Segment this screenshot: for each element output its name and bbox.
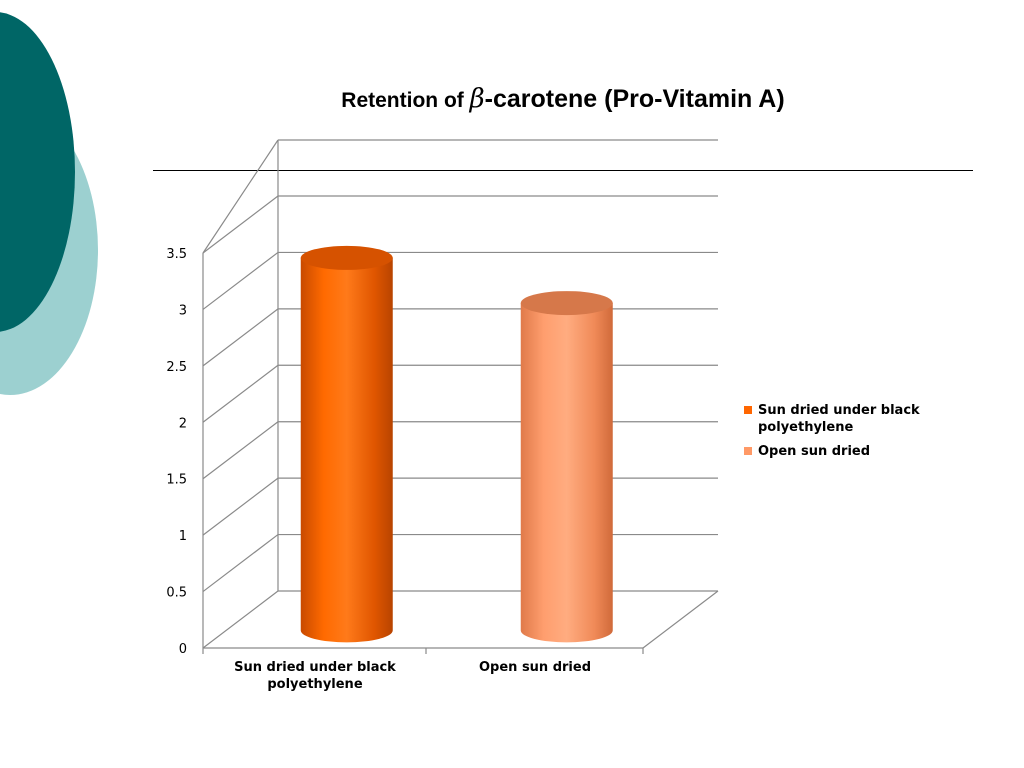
- y-tick-label: 1: [179, 529, 187, 544]
- gridline-side-3: [202, 421, 279, 480]
- x-tick-label-line: polyethylene: [267, 677, 362, 692]
- title-suffix: -carotene (Pro-Vitamin A): [484, 85, 785, 113]
- x-tick-label: Sun dried under black polyethylene: [234, 660, 396, 692]
- chart-bars: [300, 245, 613, 643]
- floor-right-edge: [642, 590, 719, 649]
- legend-label-series-1: Sun dried under black polyethylene: [758, 403, 920, 435]
- slide-title: Retention of β-carotene (Pro-Vitamin A): [150, 84, 976, 114]
- title-prefix: Retention of: [341, 89, 470, 112]
- title-underline: [153, 170, 973, 171]
- legend-item-series-2: Open sun dried: [744, 443, 974, 460]
- gridline-side-5: [202, 308, 279, 367]
- chart-axes: [202, 253, 719, 654]
- legend-swatch-series-1: [744, 406, 752, 414]
- gridline-side-7: [202, 195, 279, 254]
- gridline-side-0: [202, 590, 279, 649]
- gridline-side-top: [202, 139, 279, 254]
- y-tick-label: 0.5: [166, 586, 187, 601]
- bar-cylinder-top: [520, 291, 613, 316]
- y-tick-label: 2.5: [166, 360, 187, 375]
- gridline-side-4: [202, 364, 279, 423]
- bar-cylinder-body: [300, 257, 393, 643]
- y-tick-label: 3: [179, 303, 187, 318]
- gridline-side-2: [202, 477, 279, 536]
- bar-cylinder-body: [520, 303, 613, 643]
- legend-label-series-2: Open sun dried: [758, 444, 871, 459]
- x-tick-label-line: Open sun dried: [479, 660, 591, 675]
- y-tick-label: 3.5: [166, 247, 187, 262]
- y-tick-label: 2: [179, 416, 187, 431]
- y-tick-label: 1.5: [166, 473, 187, 488]
- gridline-side-1: [202, 534, 279, 593]
- y-tick-label: 0: [179, 642, 187, 657]
- x-tick-label-line: Sun dried under black: [234, 660, 396, 675]
- x-tick-label: Open sun dried: [479, 660, 591, 675]
- chart-grid: [202, 139, 718, 649]
- legend-item-series-1: Sun dried under black polyethylene: [744, 402, 974, 436]
- beta-symbol: β: [469, 84, 485, 114]
- legend-swatch-series-2: [744, 447, 752, 455]
- gridline-side-6: [202, 251, 279, 310]
- decor-circle-dark: [0, 12, 75, 332]
- chart-labels: 0 0.5 1 1.5 2 2.5 3 3.5 Sun dried under black pol…: [166, 247, 591, 692]
- chart-legend: Sun dried under black polyethylene Open …: [744, 402, 974, 467]
- bar-cylinder-top: [300, 245, 393, 270]
- slide-decoration: [0, 12, 98, 395]
